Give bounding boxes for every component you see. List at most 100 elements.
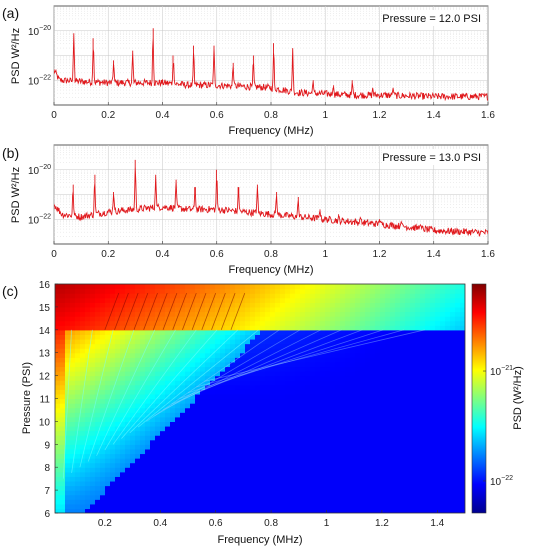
heatmap-cell xyxy=(315,293,321,299)
heatmap-cell xyxy=(320,284,326,290)
heatmap-cell xyxy=(395,448,401,455)
heatmap-cell xyxy=(370,499,376,505)
heatmap-cell xyxy=(260,448,266,455)
heatmap-cell xyxy=(125,448,131,455)
heatmap-cell xyxy=(385,334,391,340)
heatmap-cell xyxy=(230,366,236,372)
heatmap-cell xyxy=(75,480,81,487)
heatmap-cell xyxy=(435,412,441,418)
heatmap-cell xyxy=(285,284,291,290)
heatmap-cell xyxy=(220,430,226,436)
heatmap-cell xyxy=(125,357,131,363)
heatmap-cell xyxy=(190,352,196,358)
heatmap-cell xyxy=(240,334,246,340)
heatmap-cell xyxy=(405,320,411,326)
heatmap-cell xyxy=(100,494,106,500)
heatmap-cell xyxy=(365,471,371,477)
heatmap-cell xyxy=(60,508,66,513)
heatmap-cell xyxy=(295,375,301,381)
heatmap-cell xyxy=(125,444,131,450)
heatmap-cell xyxy=(150,421,156,427)
heatmap-cell xyxy=(60,416,66,422)
heatmap-cell xyxy=(270,508,276,513)
heatmap-cell xyxy=(90,329,96,335)
heatmap-cell xyxy=(160,338,166,345)
heatmap-cell xyxy=(240,361,246,368)
heatmap-cell xyxy=(380,384,386,390)
heatmap-cell xyxy=(65,320,71,326)
heatmap-cell xyxy=(120,407,126,413)
heatmap-cell xyxy=(410,435,416,441)
heatmap-cell xyxy=(195,444,201,450)
heatmap-cell xyxy=(450,384,456,390)
heatmap-cell xyxy=(325,297,331,303)
heatmap-cell xyxy=(165,407,171,413)
heatmap-cell xyxy=(165,334,171,340)
heatmap-cell xyxy=(415,288,421,294)
heatmap-cell xyxy=(335,293,341,299)
heatmap-cell xyxy=(310,366,316,372)
heatmap-cell xyxy=(170,311,176,317)
heatmap-cell xyxy=(175,348,181,354)
heatmap-cell xyxy=(190,334,196,340)
heatmap-cell xyxy=(335,480,341,487)
heatmap-cell xyxy=(385,311,391,317)
heatmap-cell xyxy=(370,348,376,354)
heatmap-cell xyxy=(165,297,171,303)
heatmap-cell xyxy=(330,366,336,372)
heatmap-cell xyxy=(115,494,121,500)
heatmap-cell xyxy=(60,439,66,445)
heatmap-cell xyxy=(145,380,151,386)
heatmap-cell xyxy=(300,348,306,354)
heatmap-cell xyxy=(350,480,356,487)
heatmap-cell xyxy=(60,348,66,354)
heatmap-cell xyxy=(275,389,281,395)
heatmap-cell xyxy=(185,448,191,455)
heatmap-cell xyxy=(110,416,116,422)
heatmap-cell xyxy=(310,398,316,404)
heatmap-cell xyxy=(335,311,341,317)
heatmap-cell xyxy=(60,435,66,441)
heatmap-cell xyxy=(75,284,81,290)
heatmap-cell xyxy=(205,412,211,418)
heatmap-cell xyxy=(440,320,446,326)
heatmap-cell xyxy=(340,403,346,409)
heatmap-cell xyxy=(400,398,406,404)
heatmap-cell xyxy=(350,329,356,335)
heatmap-cell xyxy=(330,471,336,477)
heatmap-cell xyxy=(80,371,86,377)
heatmap-cell xyxy=(395,476,401,482)
heatmap-cell xyxy=(265,293,271,299)
heatmap-cell xyxy=(105,284,111,290)
heatmap-cell xyxy=(410,439,416,445)
heatmap-cell xyxy=(140,366,146,372)
heatmap-cell xyxy=(160,444,166,450)
heatmap-cell xyxy=(85,293,91,299)
heatmap-cell xyxy=(455,366,461,372)
heatmap-cell xyxy=(445,293,451,299)
heatmap-cell xyxy=(230,508,236,513)
heatmap-cell xyxy=(65,316,71,322)
heatmap-cell xyxy=(270,329,276,335)
heatmap-cell xyxy=(240,393,246,400)
heatmap-cell xyxy=(410,453,416,459)
heatmap-cell xyxy=(65,467,71,473)
heatmap-cell xyxy=(65,311,71,317)
heatmap-cell xyxy=(115,416,121,422)
heatmap-cell xyxy=(185,366,191,372)
heatmap-cell xyxy=(125,297,131,303)
heatmap-cell xyxy=(60,403,66,409)
heatmap-cell xyxy=(55,416,61,422)
heatmap-cell xyxy=(125,462,131,468)
heatmap-cell xyxy=(60,288,66,294)
heatmap-cell xyxy=(355,311,361,317)
heatmap-cell xyxy=(265,471,271,477)
heatmap-cell xyxy=(185,403,191,409)
heatmap-cell xyxy=(235,380,241,386)
heatmap-cell xyxy=(330,480,336,487)
heatmap-cell xyxy=(160,494,166,500)
heatmap-cell xyxy=(120,480,126,487)
heatmap-cell xyxy=(180,288,186,294)
heatmap-cell xyxy=(455,467,461,473)
heatmap-cell xyxy=(440,458,446,464)
